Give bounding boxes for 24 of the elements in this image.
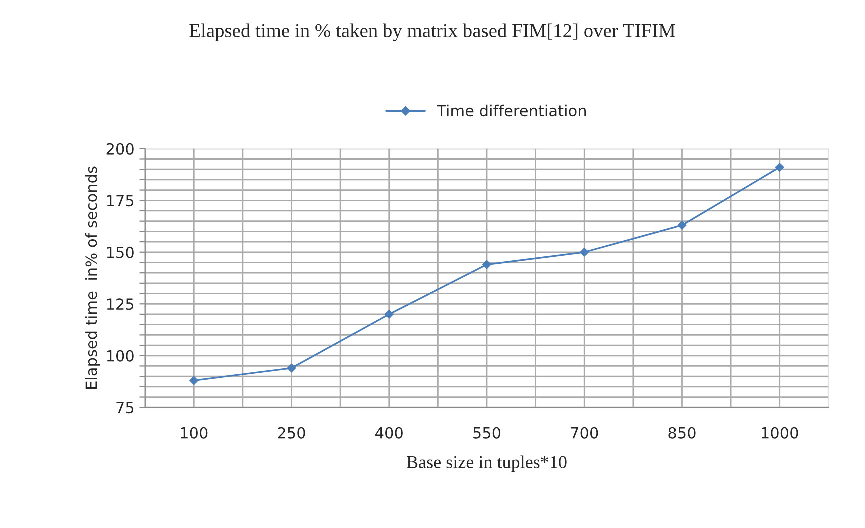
point (190, 376, 199, 386)
y-tick-label: 150 (107, 246, 134, 258)
point (482, 260, 492, 270)
point (580, 248, 590, 257)
y-tick-label: 175 (107, 195, 134, 207)
y-tick-label: 100 (107, 350, 134, 362)
x-tick-label: 250 (278, 427, 306, 439)
y-tick-label: 125 (107, 298, 134, 310)
legend-label: Time differentiation (437, 104, 586, 117)
y-axis-title: Elapsed time in% of seconds (85, 166, 100, 389)
y-tick-label: 75 (116, 402, 134, 414)
point (775, 163, 784, 172)
point (384, 310, 394, 319)
x-tick-label: 850 (668, 427, 696, 439)
x-axis-title: Base size in tuples*10 (407, 456, 567, 472)
point (287, 364, 296, 373)
point (678, 221, 687, 230)
chart-title: Elapsed time in % taken by matrix based FIM[12] over TIFIM (190, 24, 676, 42)
x-tick-label: 400 (376, 427, 403, 439)
x-tick-label: 700 (571, 427, 598, 439)
y-tick-label: 200 (106, 143, 134, 155)
x-tick-label: 550 (474, 427, 501, 439)
x-tick-label: 1000 (762, 427, 798, 439)
x-tick-label: 100 (181, 427, 208, 439)
